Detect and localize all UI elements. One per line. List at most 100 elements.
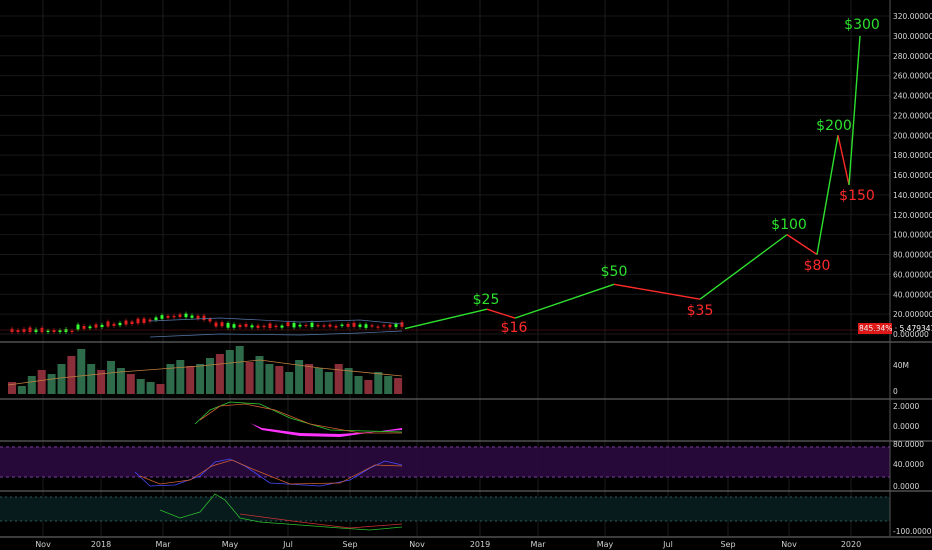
candle-52 xyxy=(322,325,326,327)
volume-bar-31 xyxy=(314,368,323,394)
volume-bar-3 xyxy=(37,370,46,394)
price-tick-4: 240.000000 xyxy=(893,92,932,101)
williams-band xyxy=(0,497,890,521)
candle-24 xyxy=(154,317,158,320)
volume-bar-12 xyxy=(126,374,135,394)
candle-58 xyxy=(358,324,362,327)
candle-37 xyxy=(232,324,236,328)
volume-bar-23 xyxy=(235,346,244,394)
upper-band xyxy=(149,317,403,325)
candle-50 xyxy=(310,322,314,328)
projection-segment-7 xyxy=(816,135,839,255)
candle-33 xyxy=(208,318,212,322)
volume-bar-22 xyxy=(225,350,234,394)
x-tick-5: Sep xyxy=(342,540,357,549)
projection-segment-9 xyxy=(848,35,861,185)
price-tick-9: 140.000000 xyxy=(893,191,932,200)
projection-label-3: $50 xyxy=(601,264,628,280)
projection-label-7: $200 xyxy=(816,118,852,134)
volume-bar-34 xyxy=(344,368,353,394)
projection-label-2: $16 xyxy=(501,320,528,336)
rsi-band xyxy=(0,447,890,477)
candle-34 xyxy=(214,322,218,327)
price-badge-bg xyxy=(858,323,892,334)
volume-bar-5 xyxy=(57,364,66,394)
volume-bar-24 xyxy=(245,362,254,394)
candle-42 xyxy=(262,325,266,328)
volume-bar-35 xyxy=(354,376,363,394)
volume-bar-4 xyxy=(47,374,56,394)
x-tick-7: 2019 xyxy=(470,540,490,549)
candle-22 xyxy=(142,318,146,323)
candle-65 xyxy=(400,322,404,327)
candle-48 xyxy=(298,324,302,327)
candle-9 xyxy=(64,329,68,332)
projection-label-9: $300 xyxy=(844,17,880,33)
candle-1 xyxy=(16,330,20,332)
price-tick-0: 320.000000 xyxy=(893,12,932,21)
candle-10 xyxy=(70,330,74,332)
projection-label-4: $35 xyxy=(687,303,714,319)
candle-30 xyxy=(190,315,194,318)
price-tick-15: 20.000000 xyxy=(893,310,932,319)
candle-54 xyxy=(334,325,338,328)
candle-36 xyxy=(226,323,230,328)
candle-38 xyxy=(238,324,242,328)
candle-39 xyxy=(244,324,248,327)
candle-32 xyxy=(202,315,206,320)
candle-4 xyxy=(34,329,38,332)
candle-51 xyxy=(316,325,320,327)
volume-bar-36 xyxy=(364,380,373,394)
candle-23 xyxy=(148,319,152,322)
candle-17 xyxy=(112,323,116,326)
rsi-tick-0: 80.0000 xyxy=(893,440,924,449)
candle-27 xyxy=(172,315,176,318)
x-tick-8: Mar xyxy=(530,540,546,549)
candle-46 xyxy=(286,322,290,327)
price-tick-2: 280.000000 xyxy=(893,52,932,61)
candle-35 xyxy=(220,322,224,327)
volume-bar-30 xyxy=(305,364,313,394)
price-tick-3: 260.000000 xyxy=(893,72,932,81)
projection-segment-6 xyxy=(786,234,818,256)
candle-60 xyxy=(370,325,374,327)
volume-bar-19 xyxy=(196,364,205,394)
volume-bar-16 xyxy=(166,364,175,394)
candle-62 xyxy=(382,325,386,327)
projection-segment-4 xyxy=(613,283,701,300)
projection-segment-3 xyxy=(514,283,615,319)
candle-56 xyxy=(346,323,350,327)
rsi-tick-1: 40.0000 xyxy=(893,460,924,469)
projection-segment-2 xyxy=(486,308,516,319)
projection-label-6: $80 xyxy=(804,258,831,274)
candle-40 xyxy=(250,325,254,328)
price-tick-8: 160.000000 xyxy=(893,171,932,180)
volume-bar-0 xyxy=(8,382,16,394)
volume-bar-26 xyxy=(265,364,274,394)
candle-20 xyxy=(130,321,134,324)
candle-31 xyxy=(196,315,200,319)
volume-bar-10 xyxy=(107,361,115,394)
projection-label-1: $25 xyxy=(473,292,500,308)
macd-tick-1: 0.0000 xyxy=(893,422,919,431)
candle-14 xyxy=(94,324,98,328)
volume-bar-9 xyxy=(97,370,106,394)
volume-ma-line xyxy=(7,359,403,386)
price-tick-16: 0.000000 xyxy=(893,330,929,339)
candle-64 xyxy=(394,323,398,328)
candle-11 xyxy=(76,324,80,330)
projection-segment-5 xyxy=(699,234,788,300)
volume-bar-21 xyxy=(215,354,224,394)
projection-segment-8 xyxy=(837,135,850,186)
candle-8 xyxy=(58,330,62,332)
price-tick-14: 40.000000 xyxy=(893,290,932,299)
volume-bar-11 xyxy=(116,368,125,394)
volume-bar-37 xyxy=(374,372,383,394)
candle-25 xyxy=(160,315,164,319)
volume-bar-32 xyxy=(324,372,333,394)
lower-band xyxy=(149,330,403,338)
volume-tick-0: 40M xyxy=(893,361,909,370)
candle-28 xyxy=(178,314,182,317)
volume-bar-7 xyxy=(77,349,86,394)
volume-bar-17 xyxy=(176,360,185,394)
